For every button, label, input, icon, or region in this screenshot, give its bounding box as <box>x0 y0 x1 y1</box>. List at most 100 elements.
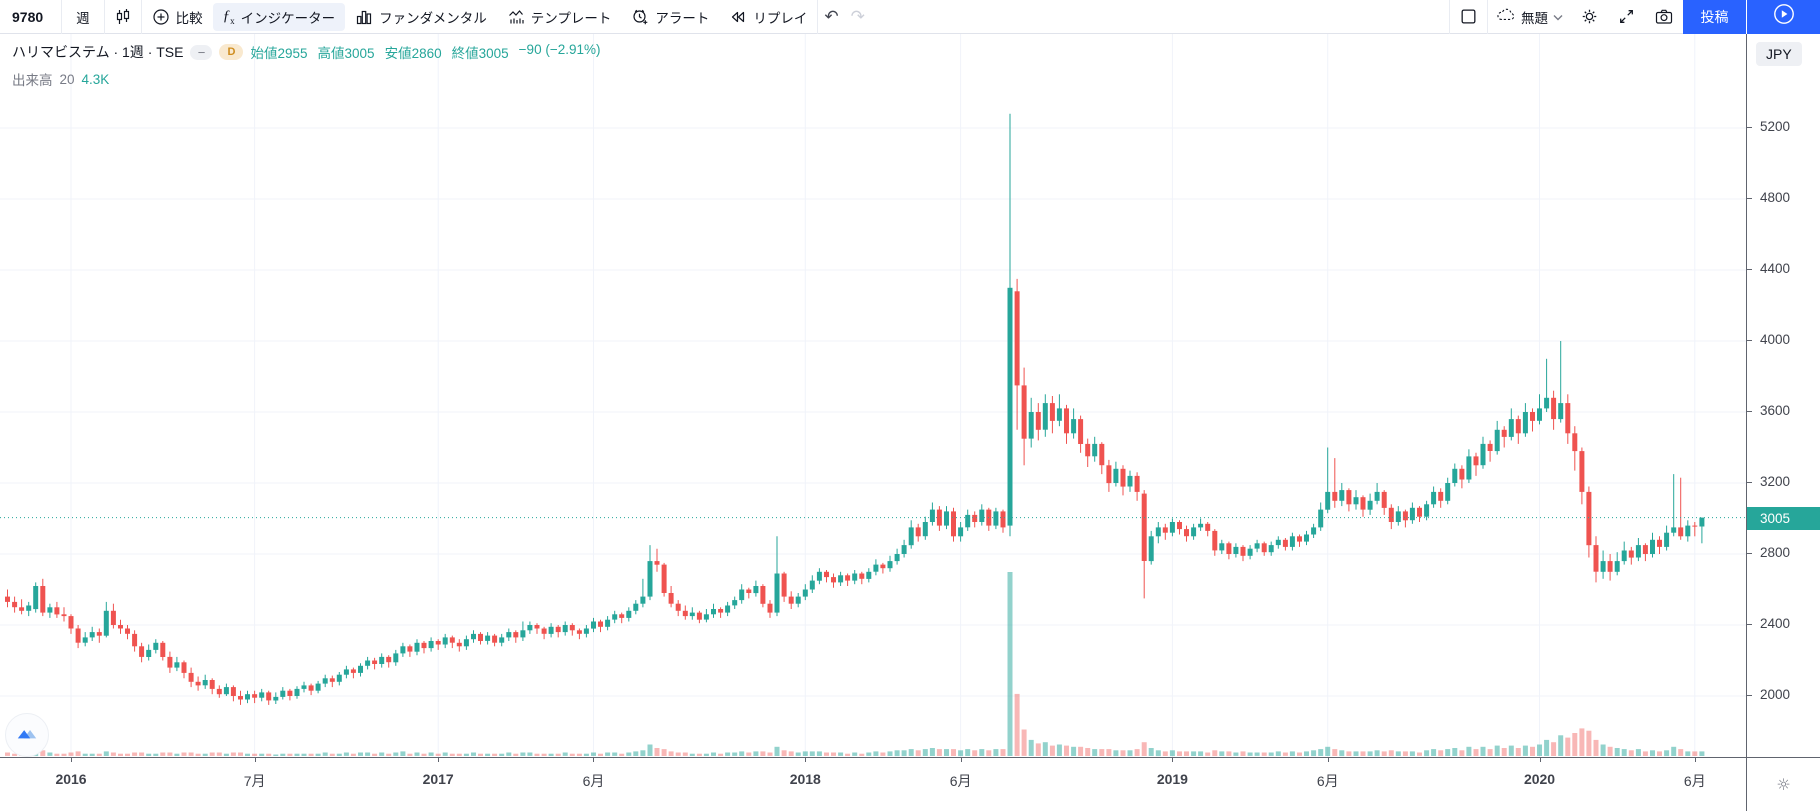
undo-arrow-icon: ↶ <box>824 6 839 26</box>
last-price-badge: 3005 <box>1747 506 1820 530</box>
time-tick-label: 6月 <box>949 773 972 789</box>
tick-mark <box>1747 340 1752 341</box>
chart-legend: ハリマビステム · 1週 · TSE − D 始値2955 高値3005 安値2… <box>12 42 600 89</box>
compare-label: 比較 <box>175 10 203 26</box>
publish-play-button[interactable] <box>1746 0 1820 34</box>
camera-icon <box>1654 7 1674 26</box>
time-tick-label: 2019 <box>1156 771 1188 787</box>
tick-mark <box>254 758 256 762</box>
tick-mark <box>1172 758 1174 762</box>
templates-label: テンプレート <box>530 10 612 26</box>
indicators-button[interactable]: ƒx インジケーター <box>212 2 346 31</box>
tick-mark <box>1747 127 1752 128</box>
ohlc-values: 始値2955 高値3005 安値2860 終値3005 −90 (−2.91%) <box>250 42 600 62</box>
divider <box>103 0 105 34</box>
publish-button[interactable]: 投稿 <box>1683 0 1746 34</box>
time-axis[interactable]: 2016 7月 2017 6月 2018 6月 2019 6月 2020 6月 <box>0 757 1746 811</box>
undo-button[interactable]: ↶ <box>818 7 844 27</box>
tick-mark <box>1747 482 1752 483</box>
divider <box>817 0 819 34</box>
fundamentals-button[interactable]: ファンダメンタル <box>345 3 497 31</box>
currency-badge[interactable]: JPY <box>1756 42 1802 66</box>
fx-icon: ƒx <box>222 7 235 26</box>
alarm-clock-plus-icon <box>631 8 649 26</box>
settings-button[interactable] <box>1571 3 1608 31</box>
alert-button[interactable]: アラート <box>621 3 719 31</box>
hide-symbol-icon[interactable]: − <box>190 44 213 60</box>
top-toolbar: 9780 週 比較 ƒx インジケーター ファンダメンタル テンプレート アラー… <box>0 0 1820 34</box>
toolbar-right: 無題 投稿 <box>1449 0 1820 34</box>
redo-button[interactable]: ↷ <box>845 7 871 27</box>
tick-mark <box>1747 411 1752 412</box>
cloud-icon <box>1496 6 1516 27</box>
tick-mark <box>1539 758 1541 762</box>
tick-mark <box>1694 758 1696 762</box>
redo-arrow-icon: ↷ <box>850 6 865 26</box>
tick-mark <box>1747 269 1752 270</box>
time-tick-label: 2017 <box>422 771 454 787</box>
snapshot-button[interactable] <box>1645 3 1683 31</box>
symbol-title[interactable]: ハリマビステム · 1週 · TSE <box>12 44 184 60</box>
volume-value: 4.3K <box>81 71 110 87</box>
compare-plus-icon <box>152 8 170 26</box>
tick-mark <box>1327 758 1329 762</box>
tick-mark <box>805 758 807 762</box>
mountain-logo-icon <box>14 720 40 751</box>
toolbar-left: 9780 週 比較 ƒx インジケーター ファンダメンタル テンプレート アラー… <box>0 0 1449 34</box>
alert-label: アラート <box>655 10 710 26</box>
volume-ma-length: 20 <box>59 71 75 87</box>
fullscreen-button[interactable] <box>1608 3 1645 31</box>
layout-name-button[interactable]: 無題 <box>1488 6 1571 27</box>
open-value: 始値2955 <box>250 46 308 61</box>
tick-mark <box>960 758 962 762</box>
tick-mark <box>1747 198 1752 199</box>
chart-pane[interactable]: ハリマビステム · 1週 · TSE − D 始値2955 高値3005 安値2… <box>0 34 1746 757</box>
bar-chart-icon <box>355 8 373 26</box>
chevron-down-icon <box>1553 9 1563 24</box>
tick-mark <box>1747 624 1752 625</box>
symbol-search-button[interactable]: 9780 <box>12 8 44 25</box>
candlestick-style-icon <box>114 8 132 26</box>
price-axis[interactable]: JPY 3005 5200 4800 4400 4000 3600 3200 2800 240… <box>1746 34 1820 757</box>
low-value: 安値2860 <box>384 46 442 61</box>
time-tick-label: 7月 <box>243 773 266 789</box>
axis-settings-icon[interactable]: ☼ <box>1776 775 1791 794</box>
chart-style-button[interactable] <box>105 3 141 31</box>
divider <box>1449 0 1450 34</box>
high-value: 高値3005 <box>317 46 375 61</box>
divider <box>61 0 63 34</box>
tick-mark <box>1747 695 1752 696</box>
tradingview-logo[interactable] <box>5 713 49 757</box>
tick-mark <box>593 758 595 762</box>
time-tick-label: 2020 <box>1523 771 1556 787</box>
divider <box>1487 0 1488 34</box>
interval-button[interactable]: 週 <box>76 10 90 26</box>
fundamentals-label: ファンダメンタル <box>379 10 487 26</box>
compare-button[interactable]: 比較 <box>142 3 213 31</box>
replay-button[interactable]: リプレイ <box>719 3 817 31</box>
template-wave-icon <box>507 8 525 26</box>
tick-mark <box>71 758 73 762</box>
play-circle-icon <box>1773 3 1795 30</box>
volume-label[interactable]: 出来高 <box>12 73 53 88</box>
divider <box>140 0 142 34</box>
layout-select-button[interactable] <box>1450 3 1487 31</box>
rewind-icon <box>729 8 747 26</box>
time-tick-label: 6月 <box>582 773 605 789</box>
candlestick-volume-plot[interactable] <box>0 34 1746 757</box>
delayed-data-badge[interactable]: D <box>219 44 244 60</box>
tick-mark <box>1747 553 1752 554</box>
close-value: 終値3005 <box>451 46 509 61</box>
templates-button[interactable]: テンプレート <box>497 3 622 31</box>
time-tick-label: 6月 <box>1683 773 1706 789</box>
replay-label: リプレイ <box>753 10 808 26</box>
change-value: −90 (−2.91%) <box>518 42 601 57</box>
layout-square-icon <box>1459 7 1478 26</box>
fullscreen-arrows-icon <box>1617 7 1636 26</box>
indicators-label: インジケーター <box>240 10 336 26</box>
gear-icon <box>1580 7 1599 26</box>
axis-settings-corner: ☼ <box>1746 757 1820 811</box>
tick-mark <box>438 758 440 762</box>
time-tick-label: 6月 <box>1316 773 1339 789</box>
time-tick-label: 2018 <box>789 771 821 787</box>
